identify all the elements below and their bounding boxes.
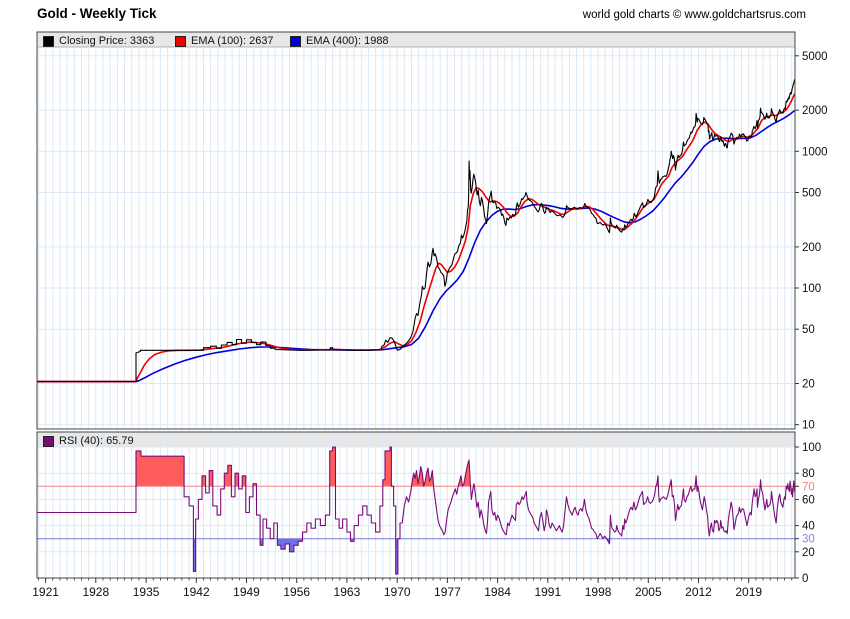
ema100-label: EMA (100): 2637 [191,35,274,47]
x-tick-label: 1970 [384,585,411,599]
price-y-tick-label: 2000 [802,105,828,117]
rsi-y-tick-label: 20 [802,547,815,559]
x-tick-label: 1991 [534,585,561,599]
price-panel: 5000 2000 1000 500 200 100 50 20 10 [36,31,828,432]
rsi-y-tick-label: 40 [802,521,815,533]
overbought-fill [37,447,795,487]
rsi-y-tick-label: 70 [802,481,815,493]
year-gridlines [37,47,793,429]
chart-title: Gold - Weekly Tick [37,6,157,21]
x-tick-label: 1942 [183,585,210,599]
x-tick-label: 2019 [735,585,762,599]
rsi-y-tick-label: 0 [802,573,808,585]
closing-price-swatch [43,35,54,47]
ema100-legend-item: EMA (100): 2637 [175,35,274,47]
price-y-tick-label: 100 [802,283,821,295]
x-tick-label: 1977 [434,585,461,599]
rsi-swatch [43,435,54,447]
rsi-y-tick-label: 100 [802,442,821,454]
price-y-tick-label: 500 [802,188,821,200]
x-tick-label: 1935 [133,585,160,599]
x-tick-label: 1928 [82,585,109,599]
price-y-tick-label: 10 [802,420,815,432]
x-tick-label: 1921 [32,585,59,599]
x-tick-label: 2012 [685,585,712,599]
ema400-swatch [290,35,301,47]
rsi-legend-band [36,431,796,448]
ema-100-line [37,93,795,383]
rsi-y-tick-label: 30 [802,534,815,546]
closing-price-line [37,79,795,383]
price-y-tick-label: 200 [802,242,821,254]
rsi-panel-border [36,431,796,579]
x-tick-label: 1963 [334,585,361,599]
year-gridlines [37,433,793,578]
rsi-legend-item: RSI (40): 65.79 [43,435,134,447]
ema100-swatch [175,35,186,47]
ema400-label: EMA (400): 1988 [306,35,389,47]
x-axis: 1921 1928 1935 1942 1949 1956 1963 1970 1977 1984… [32,578,793,599]
rsi-y-tick-label: 60 [802,494,815,506]
copyright-text: world gold charts © www.goldchartsrus.co… [582,9,806,21]
closing-price-legend-item: Closing Price: 3363 [43,35,154,47]
price-panel-border [36,31,796,430]
price-y-tick-label: 1000 [802,146,828,158]
x-tick-label: 1984 [484,585,511,599]
x-tick-label: 2005 [635,585,662,599]
oversold-fill [37,538,795,575]
ema400-legend-item: EMA (400): 1988 [290,35,389,47]
rsi-y-tick-label: 80 [802,468,815,480]
x-tick-label: 1949 [233,585,260,599]
closing-price-label: Closing Price: 3363 [59,35,155,47]
price-y-tick-label: 5000 [802,51,828,63]
rsi-label: RSI (40): 65.79 [59,435,134,447]
x-tick-label: 1998 [585,585,612,599]
price-y-tick-label: 20 [802,379,815,391]
price-y-tick-label: 50 [802,324,815,336]
rsi-40-line [37,446,795,575]
x-tick-label: 1956 [283,585,310,599]
